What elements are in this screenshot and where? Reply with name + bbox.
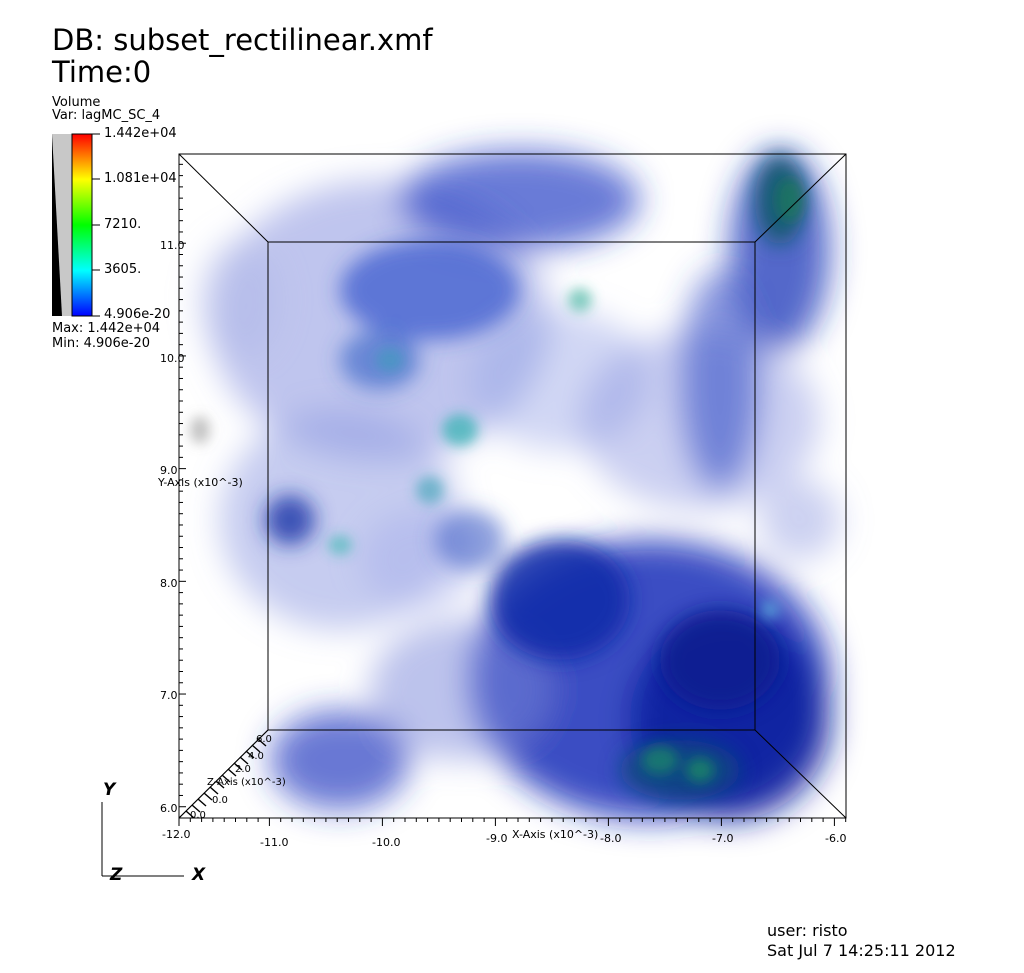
x-tick-label: -10.0 (372, 836, 400, 849)
x-tick-label: -11.0 (260, 836, 288, 849)
legend-tick-label: 1.081e+04 (104, 171, 177, 186)
triad-x-label: X (191, 865, 206, 885)
x-tick-label: -6.0 (825, 832, 846, 845)
legend-tick-label: 7210. (104, 217, 142, 232)
legend-tick-label: 3605. (104, 262, 142, 277)
legend-colorbar (52, 133, 93, 317)
orientation-triad: Y Z X (101, 780, 206, 885)
volume-rendering (190, 150, 840, 820)
user-label: user: risto (767, 921, 848, 940)
z-tick-label: 0.0 (212, 795, 228, 806)
y-tick-label: 6.0 (160, 802, 178, 815)
x-tick-label: -7.0 (712, 832, 733, 845)
legend-tick-label: 4.906e-20 (104, 307, 171, 322)
x-tick-label: -9.0 (486, 832, 507, 845)
y-tick-label: 11.0 (160, 239, 185, 252)
x-axis-title: X-Axis (x10^-3) (512, 828, 598, 841)
y-axis-title: Y-Axis (x10^-3) (157, 476, 243, 489)
triad-z-label: Z (109, 865, 123, 885)
y-axis: 11.0 10.0 9.0 8.0 7.0 6.0 Y-Axis (x10^-3… (157, 154, 243, 819)
legend-tick-label: 1.442e+04 (104, 126, 177, 141)
database-title: DB: subset_rectilinear.xmf (52, 23, 433, 57)
legend-max: Max: 1.442e+04 (52, 321, 161, 336)
date-label: Sat Jul 7 14:25:11 2012 (767, 941, 956, 960)
y-tick-label: 10.0 (160, 352, 185, 365)
y-tick-label: 8.0 (160, 577, 178, 590)
legend-min: Min: 4.906e-20 (52, 336, 151, 351)
time-label: Time:0 (52, 55, 152, 89)
x-tick-label: -8.0 (600, 832, 621, 845)
legend-ticks (92, 133, 100, 317)
x-tick-label: -12.0 (162, 828, 190, 841)
triad-y-label: Y (103, 780, 117, 800)
z-tick-label: 0.0 (190, 810, 206, 821)
x-axis: -12.0 -11.0 -10.0 -9.0 -8.0 -7.0 -6.0 X-… (162, 817, 846, 849)
y-tick-label: 9.0 (160, 464, 178, 477)
z-tick-label: 4.0 (248, 751, 264, 762)
y-tick-label: 7.0 (160, 689, 178, 702)
z-tick-label: 6.0 (256, 734, 272, 745)
z-tick-label: 2.0 (235, 764, 251, 775)
legend-plot-type: Volume (52, 95, 101, 110)
z-axis-title: Z-Axis (x10^-3) (207, 777, 286, 788)
legend-variable: Var: lagMC_SC_4 (52, 108, 161, 123)
z-axis: 0.0 0.0 2.0 4.0 6.0 Z-Axis (x10^-3) (178, 729, 286, 821)
